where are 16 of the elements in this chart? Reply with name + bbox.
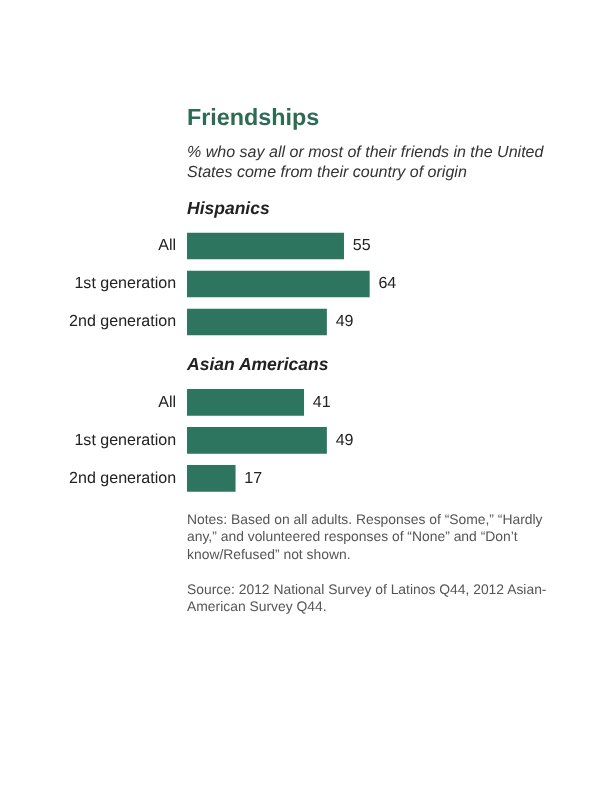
y-tick-label: 1st generation [74,430,177,449]
data-label: 17 [244,468,264,487]
chart-title: Asian Americans [185,354,329,375]
y-tick-label: All [158,392,177,411]
data-label: 49 [335,430,355,449]
data-label: 41 [312,392,332,411]
y-tick-label: All [158,236,177,255]
data-label: 64 [378,274,398,293]
y-tick-label: 1st generation [74,274,177,293]
text: Friendships [187,104,321,131]
y-tick-label: 2nd generation [69,468,177,487]
text: % who say all or most of their friends in the United States come from their country of origin [187,142,545,182]
data-label: 49 [335,312,355,331]
data-label: 55 [352,236,372,255]
chart-title: Hispanics [187,197,270,218]
y-tick-label: 2nd generation [69,312,177,331]
